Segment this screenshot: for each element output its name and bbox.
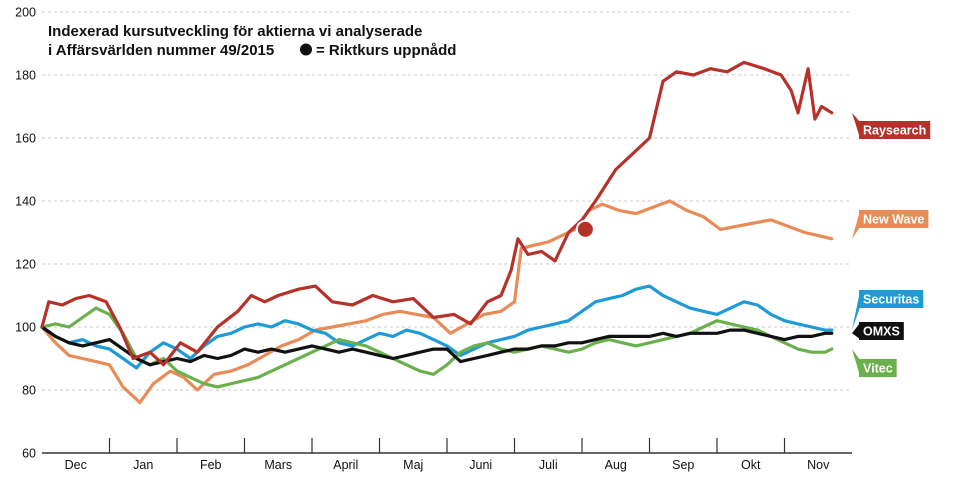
series-line-omxs [40,325,834,367]
x-tick-label: April [333,458,358,472]
series-tag-securitas: Securitas [852,290,924,331]
series-line-new-wave [40,199,834,405]
y-tick-label: 160 [15,132,36,146]
y-tick-label: 60 [22,447,36,461]
x-tick-label: Sep [672,458,694,472]
legend-dot-icon [300,43,312,56]
target-price-marker-layer [575,219,595,239]
series-line-raysearch [40,60,834,367]
target-price-marker [575,219,595,239]
y-tick-label: 100 [15,321,36,335]
x-tick-label: Mars [264,458,292,472]
x-tick-label: Okt [741,458,761,472]
series-tag-box [859,322,904,340]
series-tag-label: OMXS [863,325,900,339]
series-tag-omxs: OMXS [852,322,904,340]
y-axis-tick-labels: 60 80 100 120 140 160 180 200 [15,6,36,461]
y-tick-label: 140 [15,195,36,209]
series-tag-label: Securitas [863,293,919,307]
gridlines [42,11,852,391]
y-tick-label: 180 [15,69,36,83]
chart-title-line-1: Indexerad kursutveckling för aktierna vi… [48,23,422,40]
x-tick-label: Feb [200,458,222,472]
series-tag-vitec: Vitec [852,349,897,377]
series-tags: Raysearch New Wave Securitas OMXS Vitec [852,112,931,377]
y-tick-label: 120 [15,258,36,272]
x-tick-label: Juni [469,458,492,472]
chart-title: Indexerad kursutveckling för aktierna vi… [44,20,456,61]
x-tick-label: Juli [539,458,558,472]
x-axis: Dec Jan Feb Mars April Maj Juni Juli Aug Sep Okt No… [42,438,852,472]
x-tick-label: Aug [605,458,627,472]
y-tick-label: 80 [22,384,36,398]
series-tag-raysearch: Raysearch [852,112,931,139]
series-line-securitas [40,284,834,370]
series-tag-label: New Wave [863,213,924,227]
series-tag-new-wave: New Wave [852,210,929,239]
series-tag-label: Vitec [863,362,893,376]
series-lines [40,60,834,405]
chart-title-line-2: i Affärsvärlden nummer 49/2015 [48,42,274,59]
series-line-vitec [40,306,834,389]
x-tick-label: Dec [65,458,87,472]
legend-note: = Riktkurs uppnådd [316,42,456,59]
y-tick-label: 200 [15,6,36,20]
series-tag-box [859,121,931,139]
series-tag-box [859,359,897,377]
series-tag-box [859,210,929,228]
series-tag-label: Raysearch [863,124,926,138]
x-tick-label: Nov [807,458,830,472]
series-tag-box [859,290,924,308]
x-tick-label: Maj [403,458,423,472]
x-tick-label: Jan [133,458,153,472]
